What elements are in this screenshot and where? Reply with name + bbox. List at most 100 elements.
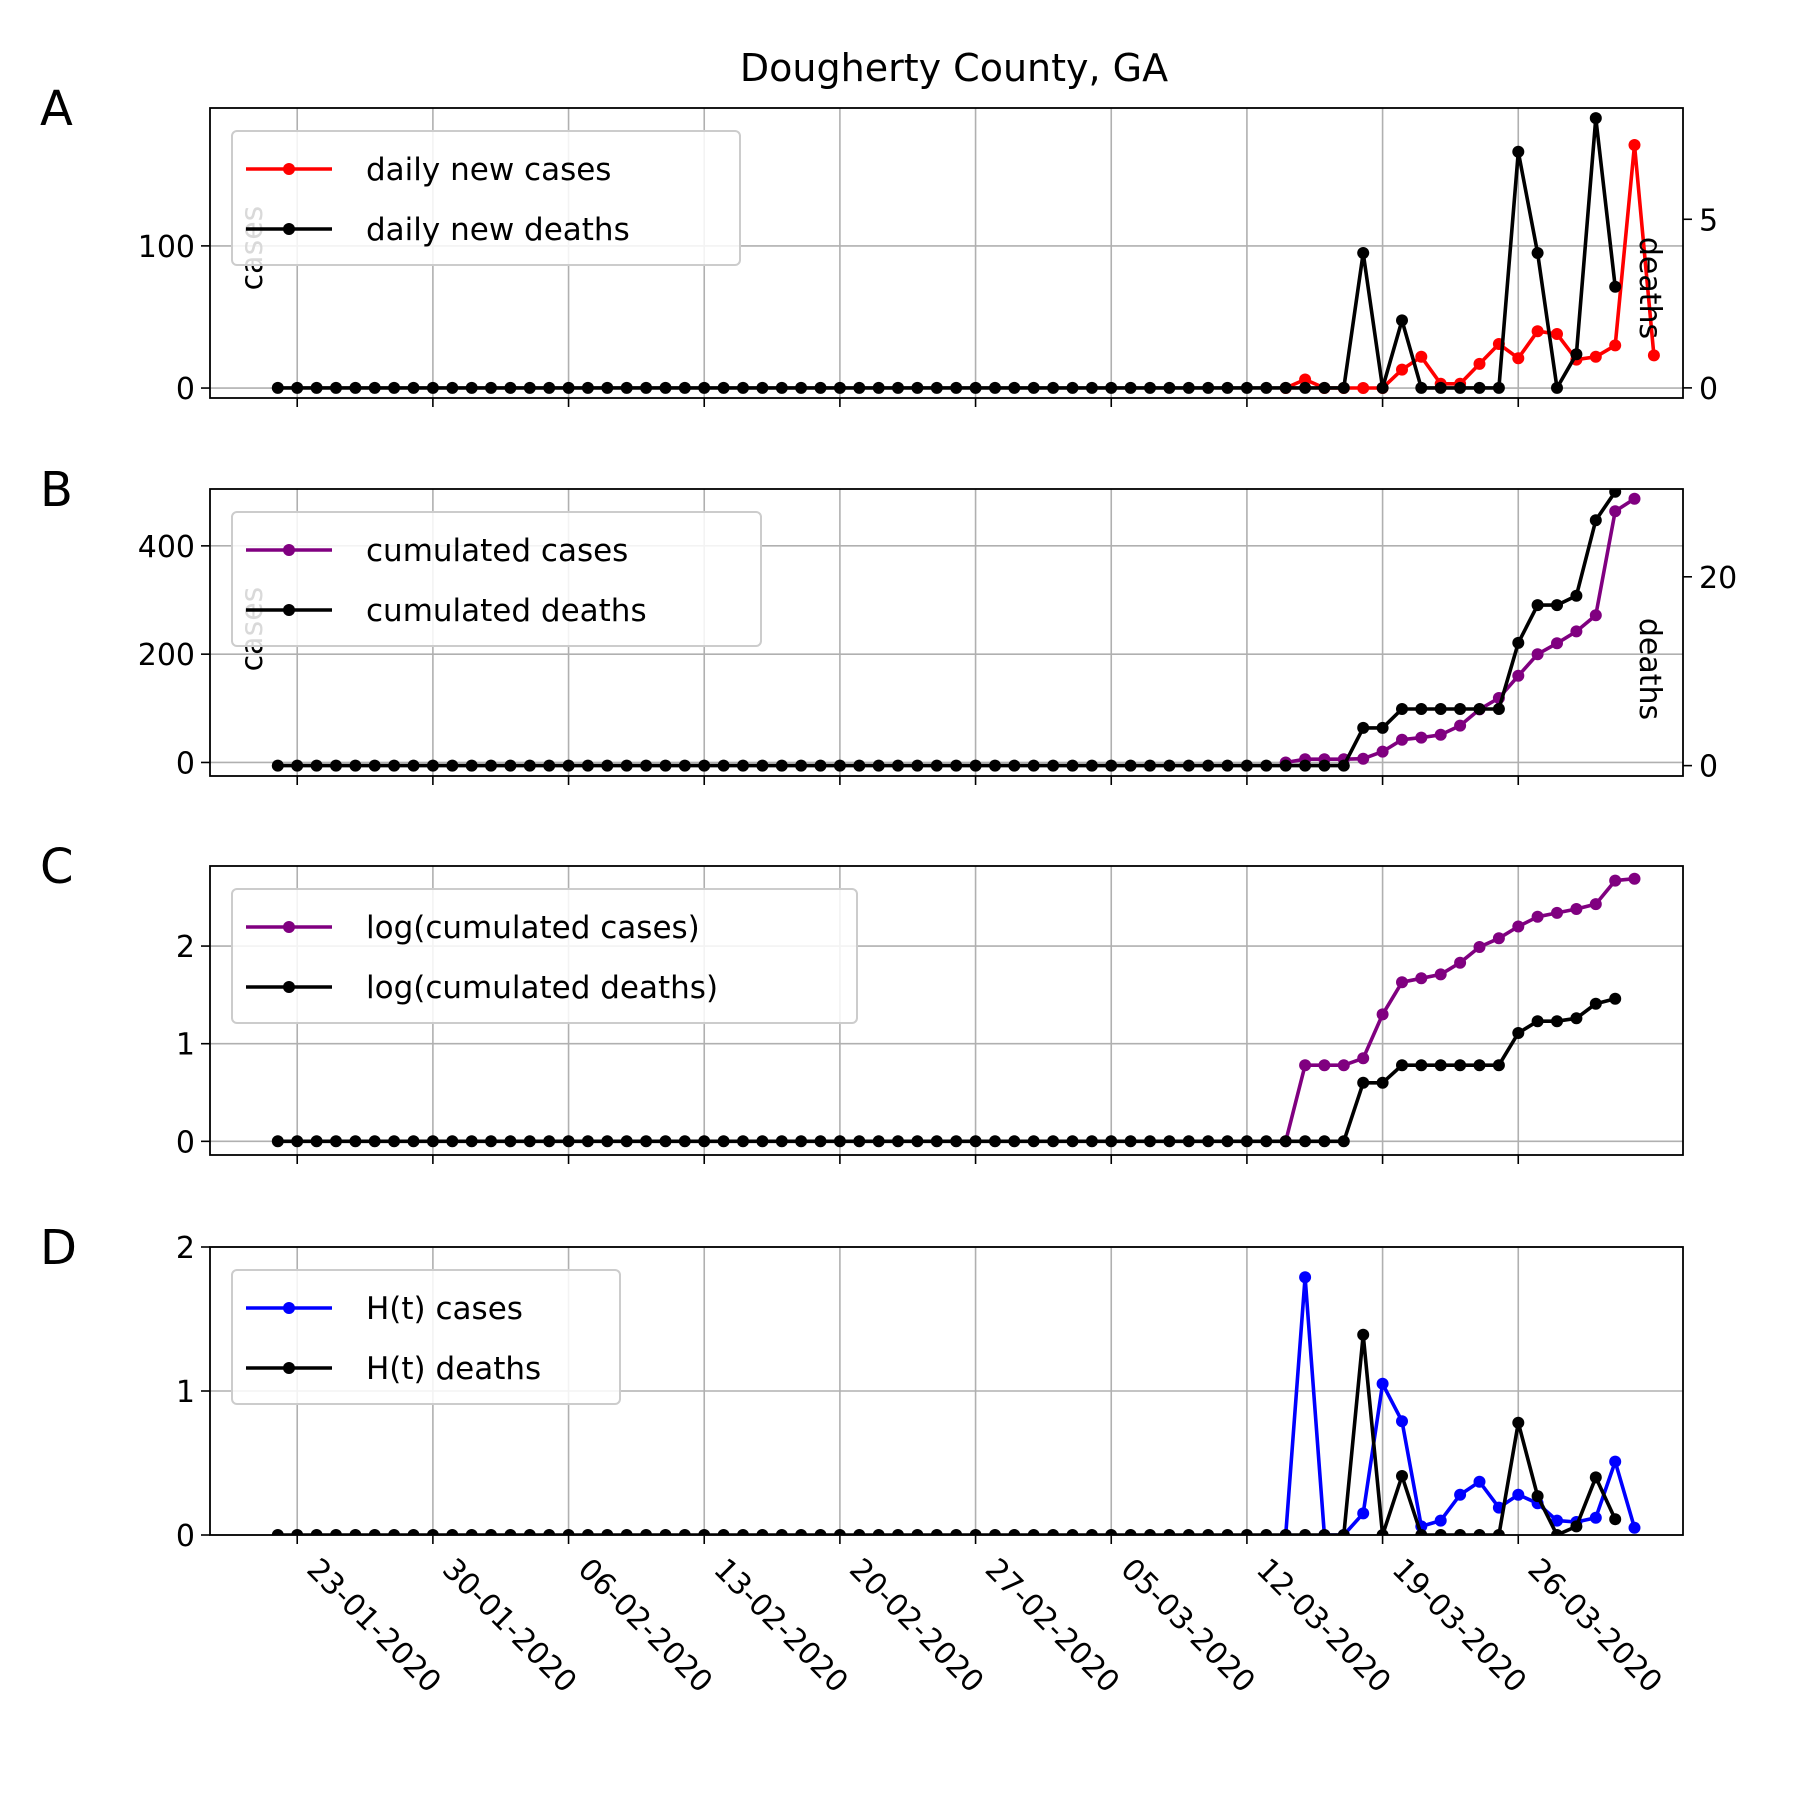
data-point <box>330 760 342 772</box>
data-point <box>795 760 807 772</box>
data-point <box>970 760 982 772</box>
data-point <box>1570 1012 1582 1024</box>
data-point <box>1144 760 1156 772</box>
data-point <box>485 1135 497 1147</box>
data-point <box>1396 1415 1408 1427</box>
x-tick-label: 23-01-2020 <box>300 1552 448 1700</box>
data-point <box>1125 760 1137 772</box>
y-tick-label: 2 <box>176 1231 195 1266</box>
data-point <box>330 1135 342 1147</box>
y-tick-label: 200 <box>138 638 195 673</box>
data-point <box>446 1135 458 1147</box>
data-point <box>1318 382 1330 394</box>
data-point <box>408 760 420 772</box>
data-point <box>1318 1059 1330 1071</box>
data-point <box>1551 637 1563 649</box>
legend: H(t) casesH(t) deaths <box>232 1270 620 1404</box>
data-point <box>1183 760 1195 772</box>
data-point <box>485 382 497 394</box>
y-tick-label: 0 <box>176 1519 195 1554</box>
data-point <box>660 760 672 772</box>
x-tick-label: 13-02-2020 <box>707 1552 855 1700</box>
data-point <box>1105 382 1117 394</box>
data-point <box>679 760 691 772</box>
data-point <box>291 760 303 772</box>
data-point <box>1415 703 1427 715</box>
data-point <box>873 1135 885 1147</box>
data-point <box>1202 760 1214 772</box>
data-point <box>1377 382 1389 394</box>
x-tick-label: 05-03-2020 <box>1114 1552 1262 1700</box>
x-tick-label: 12-03-2020 <box>1249 1552 1397 1700</box>
data-point <box>485 760 497 772</box>
data-point <box>1435 382 1447 394</box>
data-point <box>563 760 575 772</box>
legend-swatch-marker <box>283 544 295 556</box>
data-point <box>1551 599 1563 611</box>
data-point <box>446 382 458 394</box>
data-point <box>698 760 710 772</box>
data-point <box>1047 1135 1059 1147</box>
data-point <box>1028 382 1040 394</box>
data-point <box>970 1135 982 1147</box>
data-point <box>1532 911 1544 923</box>
data-point <box>1590 1471 1602 1483</box>
series-line <box>1286 879 1635 1142</box>
data-point <box>1028 1135 1040 1147</box>
data-point <box>601 760 613 772</box>
data-point <box>1493 932 1505 944</box>
data-point <box>1222 382 1234 394</box>
data-point <box>1415 1059 1427 1071</box>
data-point <box>388 1135 400 1147</box>
data-point <box>950 1135 962 1147</box>
data-point <box>1415 351 1427 363</box>
y-tick-label: 1 <box>176 1375 195 1410</box>
panel-letter: A <box>40 81 73 137</box>
data-point <box>853 382 865 394</box>
figure-title: Dougherty County, GA <box>740 46 1168 90</box>
data-point <box>795 382 807 394</box>
data-point <box>1512 1417 1524 1429</box>
data-point <box>388 760 400 772</box>
data-point <box>1512 921 1524 933</box>
data-point <box>1570 590 1582 602</box>
data-point <box>1474 703 1486 715</box>
legend-label: log(cumulated deaths) <box>366 970 718 1006</box>
data-point <box>1396 703 1408 715</box>
data-point <box>853 1135 865 1147</box>
data-point <box>524 1135 536 1147</box>
data-point <box>815 760 827 772</box>
data-point <box>1202 382 1214 394</box>
data-point <box>1454 382 1466 394</box>
data-point <box>1648 349 1660 361</box>
data-point <box>427 382 439 394</box>
data-point <box>1512 637 1524 649</box>
data-point <box>1338 1135 1350 1147</box>
data-point <box>679 1135 691 1147</box>
data-point <box>1396 734 1408 746</box>
data-point <box>1629 139 1641 151</box>
legend-swatch-marker <box>283 1362 295 1374</box>
x-tick-label: 06-02-2020 <box>571 1552 719 1700</box>
data-point <box>1377 1008 1389 1020</box>
data-point <box>911 1135 923 1147</box>
data-point <box>1435 968 1447 980</box>
x-tick-label: 30-01-2020 <box>435 1552 583 1700</box>
legend-label: cumulated deaths <box>366 593 647 629</box>
data-point <box>892 1135 904 1147</box>
data-point <box>1474 1059 1486 1071</box>
data-point <box>1183 382 1195 394</box>
data-point <box>466 760 478 772</box>
data-point <box>718 760 730 772</box>
data-point <box>892 760 904 772</box>
data-point <box>272 760 284 772</box>
data-point <box>815 1135 827 1147</box>
data-point <box>1609 1513 1621 1525</box>
right-axis-label: deaths <box>1632 237 1667 339</box>
data-point <box>1105 760 1117 772</box>
data-point <box>601 1135 613 1147</box>
data-point <box>1008 382 1020 394</box>
data-point <box>1202 1135 1214 1147</box>
legend-label: cumulated cases <box>366 533 628 569</box>
data-point <box>1047 382 1059 394</box>
